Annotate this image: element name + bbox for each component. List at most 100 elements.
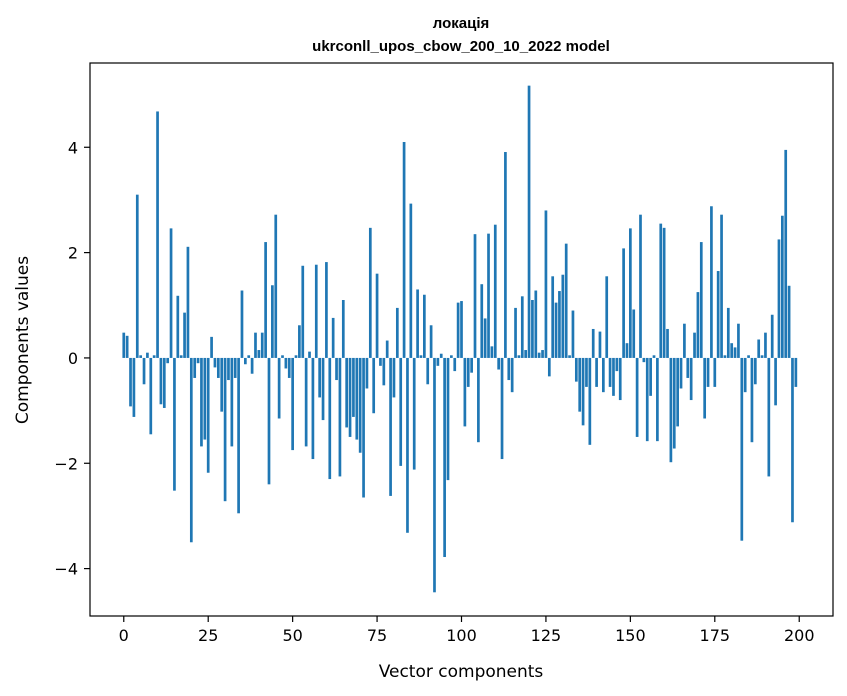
bar-114: [507, 357, 511, 381]
bar-149: [625, 343, 629, 358]
bar-0: [122, 332, 126, 358]
bar-157: [652, 355, 656, 358]
bar-169: [693, 332, 696, 358]
bar-91: [429, 325, 433, 358]
bar-37: [247, 355, 251, 358]
bar-23: [200, 357, 203, 447]
bar-49: [287, 357, 291, 378]
bar-102: [466, 357, 470, 387]
bar-89: [422, 294, 426, 358]
bar-124: [541, 350, 544, 358]
x-tick-label: 50: [282, 626, 302, 645]
bar-73: [368, 227, 372, 358]
bar-59: [321, 357, 325, 421]
bar-120: [527, 85, 531, 358]
bar-170: [696, 292, 700, 358]
bar-17: [179, 355, 183, 358]
bar-156: [649, 357, 652, 396]
bar-191: [767, 357, 771, 477]
bar-58: [318, 357, 322, 398]
bar-121: [531, 300, 534, 358]
bar-159: [659, 223, 663, 358]
bar-174: [710, 206, 713, 358]
bar-52: [298, 325, 301, 358]
y-tick-label: 2: [68, 244, 78, 263]
bar-136: [581, 357, 585, 426]
bar-92: [433, 357, 436, 593]
bar-56: [311, 357, 315, 460]
bar-132: [568, 355, 571, 358]
bar-158: [656, 357, 659, 442]
x-tick-label: 75: [367, 626, 387, 645]
bar-127: [551, 276, 555, 358]
bar-1: [125, 335, 129, 358]
bar-115: [510, 357, 514, 393]
bar-26: [210, 336, 213, 358]
bar-84: [406, 357, 409, 533]
bar-72: [365, 357, 369, 389]
bar-184: [743, 357, 747, 393]
bars: [122, 85, 798, 593]
bar-119: [524, 350, 528, 358]
x-tick-label: 175: [700, 626, 731, 645]
bar-147: [618, 357, 622, 401]
bar-80: [392, 357, 396, 398]
bar-112: [500, 357, 504, 460]
bar-9: [152, 355, 156, 358]
y-tick-label: 4: [68, 138, 78, 157]
y-tick-label: −4: [54, 560, 78, 579]
bar-40: [257, 350, 261, 358]
bar-68: [352, 357, 355, 417]
bar-199: [794, 357, 798, 387]
bar-82: [399, 357, 403, 466]
bar-25: [206, 357, 210, 473]
bar-126: [547, 357, 551, 377]
bar-70: [358, 357, 362, 453]
bar-18: [183, 312, 186, 358]
bar-97: [450, 355, 453, 358]
bar-141: [598, 331, 602, 358]
bar-142: [601, 357, 605, 393]
y-tick-label: −2: [54, 454, 78, 473]
bar-179: [726, 307, 730, 358]
bar-167: [686, 357, 690, 378]
bar-98: [453, 357, 457, 372]
bar-185: [747, 355, 750, 358]
bar-153: [639, 214, 642, 358]
bar-131: [564, 243, 568, 358]
bar-65: [341, 300, 345, 358]
bar-85: [409, 203, 413, 358]
bar-74: [372, 357, 376, 414]
bar-35: [240, 290, 244, 358]
chart-subtitle: ukrconll_upos_cbow_200_10_2022 model: [312, 38, 610, 55]
bar-60: [325, 262, 328, 358]
bar-67: [348, 357, 352, 437]
y-axis-ticks: −4 −2 0 2 4: [54, 138, 90, 579]
bar-63: [335, 357, 338, 381]
bar-177: [720, 214, 723, 358]
bar-175: [713, 357, 717, 387]
bar-190: [764, 332, 767, 358]
bar-13: [166, 357, 170, 364]
bar-188: [757, 339, 761, 358]
x-axis-label: Vector components: [379, 662, 544, 682]
bar-95: [443, 357, 446, 558]
bar-90: [426, 357, 430, 385]
bar-81: [395, 307, 399, 358]
bar-34: [237, 357, 240, 514]
bar-117: [517, 355, 521, 358]
bar-197: [787, 285, 791, 358]
bar-122: [534, 290, 538, 358]
bar-33: [233, 357, 237, 378]
bar-183: [740, 357, 744, 541]
bar-29: [220, 357, 224, 412]
bar-47: [281, 355, 284, 358]
bar-44: [271, 285, 274, 358]
bar-111: [497, 357, 501, 370]
bar-116: [514, 307, 517, 358]
bar-161: [666, 328, 669, 358]
bar-5: [139, 355, 143, 358]
bar-88: [419, 355, 423, 358]
bar-75: [375, 273, 379, 358]
x-tick-label: 150: [615, 626, 646, 645]
